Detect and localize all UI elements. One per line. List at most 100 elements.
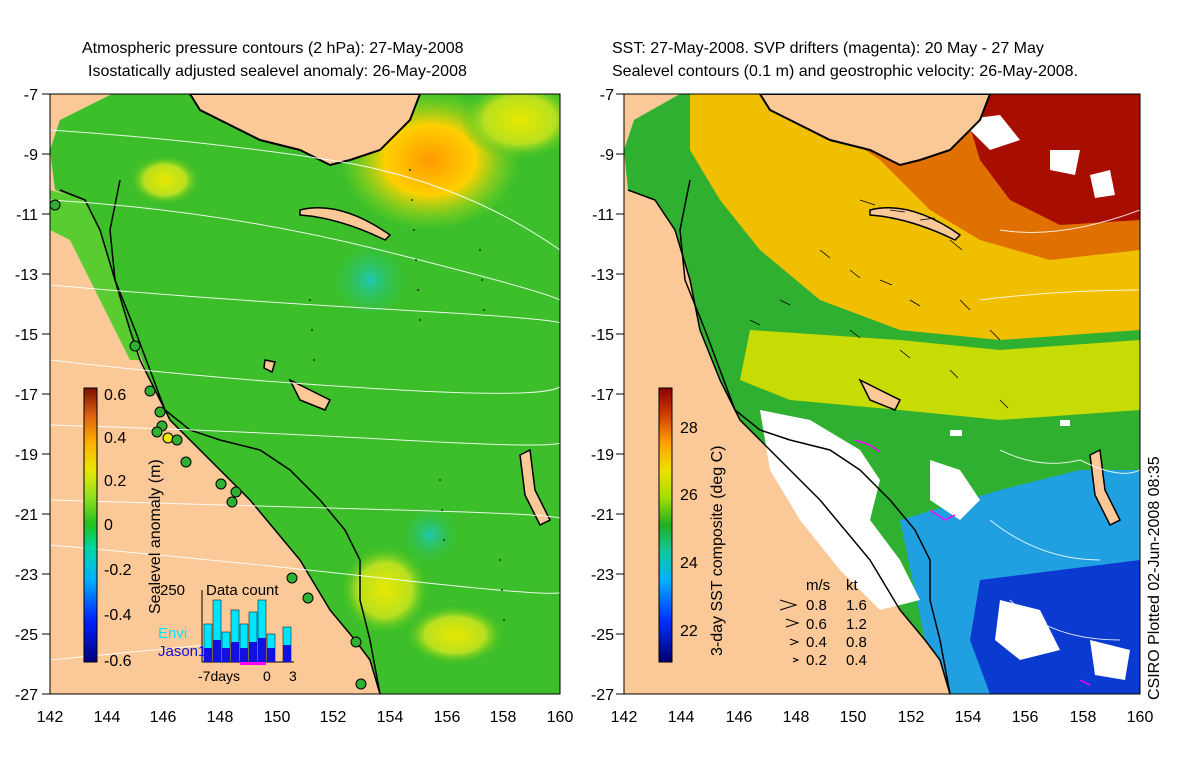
left-xtick: 144	[94, 709, 121, 726]
pressure-contours	[50, 129, 560, 661]
gulf-water	[50, 190, 140, 360]
sst-yellow-band	[740, 330, 1140, 420]
right-ytick: -13	[591, 267, 614, 284]
left-ytick: -11	[16, 207, 38, 224]
reef-island-3	[519, 448, 552, 527]
right-xtick: 156	[1012, 709, 1039, 726]
sealevel-contours-right	[979, 209, 1140, 641]
right-xtick: 148	[783, 709, 810, 726]
sst-colorbar-ramp	[658, 387, 673, 663]
sealevel-colorbar-label: Sealevel anomaly (m)	[147, 459, 164, 614]
svp-drifter-tracks	[854, 439, 1091, 686]
inset-xlabel-end: 3	[289, 668, 297, 684]
velocity-header-ms: m/s	[806, 577, 830, 594]
sst-tick: 26	[680, 487, 698, 504]
left-xtick: 152	[320, 709, 347, 726]
right-ytick: -25	[591, 627, 614, 644]
anomaly-high-ne	[460, 94, 560, 160]
inset-bars-jason	[204, 638, 291, 662]
reef-island-1	[288, 378, 332, 411]
right-x-axis: 142 144 146 148 150 152 154 156 158 160	[611, 709, 1154, 726]
velocity-kt: 0.4	[846, 652, 867, 669]
sst-tick: 28	[680, 420, 698, 437]
velocity-legend: m/s kt 0.8 1.6 0.6 1.2 0.4 0.8 0.2 0.4	[779, 577, 867, 669]
right-xtick: 160	[1127, 709, 1154, 726]
inset-xlabel-start: -7days	[198, 668, 240, 684]
png-coast-right	[758, 94, 992, 167]
velocity-ms: 0.4	[806, 634, 827, 651]
velocity-kt: 1.2	[846, 616, 867, 633]
right-ytick: -15	[591, 327, 614, 344]
right-ytick: -21	[591, 507, 614, 524]
data-count-inset: 250 Data count Envi Jason1	[158, 582, 297, 684]
sst-tick: 22	[680, 623, 698, 640]
left-title-line2: Isostatically adjusted sealevel anomaly:…	[88, 63, 467, 80]
velocity-arrow-08	[779, 599, 798, 611]
island-arc	[299, 207, 392, 241]
right-xtick: 146	[726, 709, 753, 726]
right-xtick: 150	[840, 709, 867, 726]
right-ytick: -9	[600, 147, 614, 164]
right-xtick: 158	[1070, 709, 1097, 726]
left-ytick: -25	[15, 627, 38, 644]
left-xtick: 146	[150, 709, 177, 726]
sla-tick: 0	[104, 517, 113, 534]
right-y-axis: -7 -9 -11 -13 -15 -17 -19 -21 -23 -25 -2…	[591, 87, 614, 704]
left-ytick: -21	[15, 507, 38, 524]
right-ytick: -19	[591, 447, 614, 464]
sla-tick: 0.6	[104, 387, 126, 404]
right-title-line1: SST: 27-May-2008. SVP drifters (magenta)…	[612, 40, 1044, 57]
right-title-line2: Sealevel contours (0.1 m) and geostrophi…	[612, 63, 1079, 80]
left-xtick: 156	[434, 709, 461, 726]
tide-gauge-markers	[50, 199, 367, 690]
sealevel-colorbar: 0.6 0.4 0.2 0 -0.2 -0.4 -0.6 Sealevel an…	[83, 387, 164, 670]
right-y-tickmarks	[616, 93, 624, 695]
left-xtick: 148	[207, 709, 234, 726]
reef-island-2	[263, 359, 276, 374]
sla-tick: 0.2	[104, 473, 126, 490]
sealevel-colorbar-ticks: 0.6 0.4 0.2 0 -0.2 -0.4 -0.6	[104, 387, 132, 670]
sealevel-anomaly-map	[50, 94, 560, 694]
right-ytick: -23	[591, 567, 614, 584]
left-ytick: -9	[24, 147, 38, 164]
left-ytick: -15	[15, 327, 38, 344]
left-ytick: -23	[15, 567, 38, 584]
velocity-kt: 0.8	[846, 634, 867, 651]
right-xtick: 144	[668, 709, 695, 726]
anomaly-low-center	[330, 240, 410, 320]
velocity-arrow-06	[785, 618, 800, 628]
velocity-ms: 0.8	[806, 597, 827, 614]
right-ytick: -17	[591, 387, 614, 404]
left-ytick: -13	[15, 267, 38, 284]
png-coast	[188, 94, 422, 167]
island-arc-right	[869, 207, 962, 241]
inset-xlabel-zero: 0	[263, 668, 271, 684]
left-xtick: 158	[490, 709, 517, 726]
left-ytick: -19	[15, 447, 38, 464]
left-xtick: 160	[547, 709, 574, 726]
left-xtick: 142	[37, 709, 64, 726]
velocity-ms: 0.6	[806, 616, 827, 633]
left-y-tickmarks	[42, 93, 50, 695]
left-title-line1: Atmospheric pressure contours (2 hPa): 2…	[82, 40, 464, 57]
left-x-axis: 142 144 146 148 150 152 154 156 158 160	[37, 709, 574, 726]
coastline-right	[627, 189, 951, 694]
left-ytick: -7	[24, 87, 38, 104]
velocity-ms: 0.2	[806, 652, 827, 669]
shelf-edge	[109, 179, 381, 694]
sealevel-colorbar-ramp	[83, 387, 98, 663]
sla-tick: -0.2	[104, 562, 132, 579]
anomaly-high-nw	[130, 155, 200, 205]
sst-colorbar: 28 26 24 22 3-day SST composite (deg C)	[658, 387, 726, 663]
velocity-arrow-04	[789, 638, 800, 646]
altimeter-track-dots	[309, 169, 505, 621]
right-ytick: -27	[591, 687, 614, 704]
inset-y-label: 250	[160, 582, 185, 599]
sst-colorbar-label: 3-day SST composite (deg C)	[709, 446, 726, 656]
right-xtick: 142	[611, 709, 638, 726]
inset-drifter-window	[240, 662, 266, 665]
inset-legend-jason: Jason1	[158, 643, 206, 660]
anomaly-high-se	[405, 605, 505, 665]
velocity-kt: 1.6	[846, 597, 867, 614]
